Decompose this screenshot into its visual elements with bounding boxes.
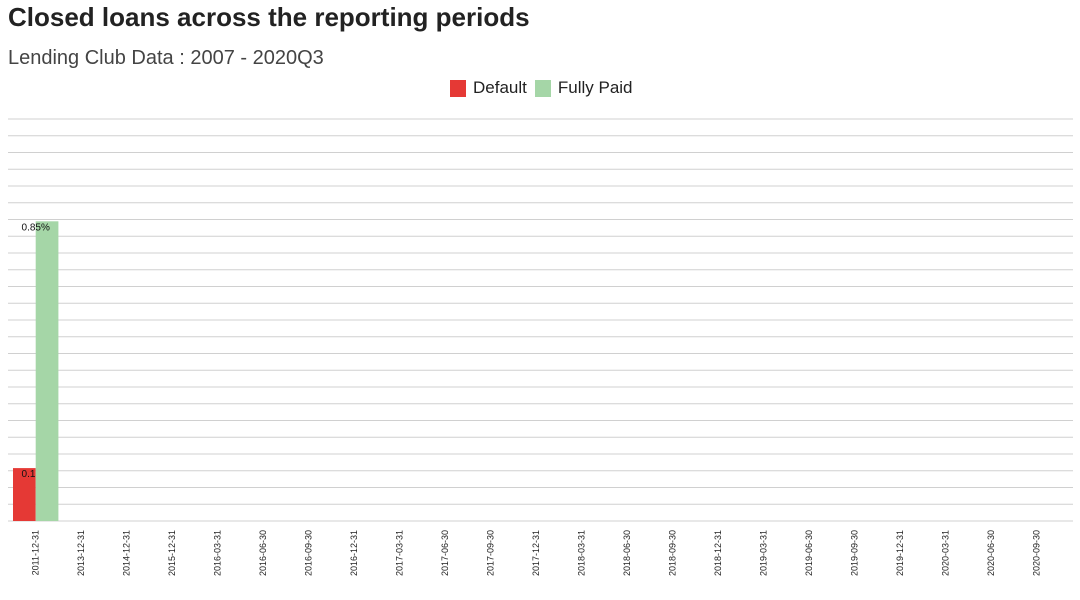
chart-title: Closed loans across the reporting period… bbox=[8, 2, 530, 32]
x-tick-label-0: 2011-12-31 bbox=[31, 530, 41, 575]
legend-label-fully-paid: Fully Paid bbox=[557, 78, 633, 97]
x-tick-label-13: 2018-06-30 bbox=[622, 530, 632, 576]
x-tick-label-11: 2017-12-31 bbox=[531, 530, 541, 576]
x-tick-label-12: 2018-03-31 bbox=[577, 530, 587, 576]
legend: Default Fully Paid bbox=[450, 78, 641, 98]
x-tick-label-15: 2018-12-31 bbox=[713, 530, 723, 576]
x-tick-label-10: 2017-09-30 bbox=[486, 530, 496, 576]
chart-subtitle: Lending Club Data : 2007 - 2020Q3 bbox=[8, 47, 324, 69]
x-tick-label-8: 2017-03-31 bbox=[395, 530, 405, 576]
x-tick-label-4: 2016-03-31 bbox=[213, 530, 223, 576]
x-tick-label-18: 2019-09-30 bbox=[849, 530, 859, 576]
legend-item-fully-paid[interactable]: Fully Paid bbox=[534, 78, 633, 98]
legend-item-default[interactable]: Default bbox=[450, 78, 527, 98]
x-tick-label-7: 2016-12-31 bbox=[349, 530, 359, 576]
x-tick-label-1: 2013-12-31 bbox=[76, 530, 86, 576]
x-tick-label-14: 2018-09-30 bbox=[667, 530, 677, 576]
bar-fully-paid-0 bbox=[35, 221, 59, 522]
x-tick-label-22: 2020-09-30 bbox=[1031, 530, 1041, 576]
legend-swatch-fully-paid bbox=[534, 79, 551, 97]
x-tick-label-2: 2014-12-31 bbox=[122, 530, 132, 576]
x-tick-label-19: 2019-12-31 bbox=[895, 530, 905, 576]
bar-default-0 bbox=[13, 468, 36, 521]
x-tick-label-3: 2015-12-31 bbox=[167, 530, 177, 576]
legend-swatch-default bbox=[450, 79, 466, 97]
x-tick-label-17: 2019-06-30 bbox=[804, 530, 814, 576]
x-tick-label-20: 2020-03-31 bbox=[940, 530, 950, 576]
x-tick-label-5: 2016-06-30 bbox=[258, 530, 268, 576]
x-tick-label-21: 2020-06-30 bbox=[986, 530, 996, 576]
legend-label-default: Default bbox=[473, 78, 527, 97]
data-label-fully-paid-0: 0.85% bbox=[22, 222, 50, 233]
x-tick-label-6: 2016-09-30 bbox=[304, 530, 314, 576]
x-tick-label-9: 2017-06-30 bbox=[440, 530, 450, 576]
x-tick-label-16: 2019-03-31 bbox=[758, 530, 768, 576]
